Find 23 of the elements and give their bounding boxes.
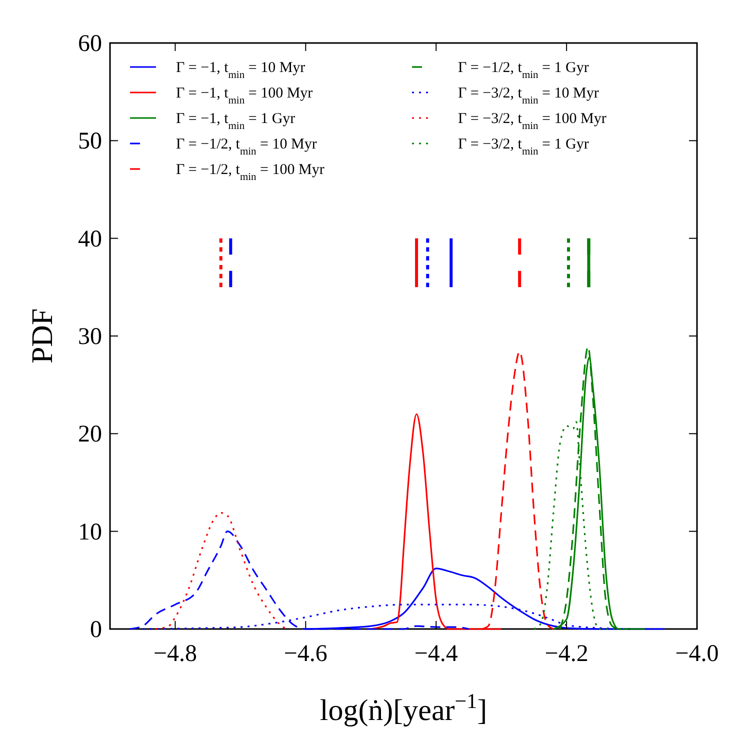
legend-label: Γ = −3/2, t$_{min}$ = 10 Myr (458, 86, 599, 106)
legend-label: Γ = −1, t$_{min}$ = 10 Myr (176, 60, 306, 80)
x-axis-title: log(ṅ)[year$^{−1}$] (320, 689, 488, 727)
y-tick-label: 40 (78, 226, 102, 252)
y-tick-label: 50 (78, 128, 102, 155)
y-tick-label: 10 (78, 519, 102, 546)
legend-label: Γ = −3/2, t$_{min}$ = 1 Gyr (458, 136, 589, 157)
y-axis-title: PDF (26, 308, 59, 364)
legend-label: Γ = −1/2, t$_{min}$ = 100 Myr (176, 162, 324, 182)
x-tick-label: −4.6 (284, 641, 328, 667)
x-tick-label: −4.8 (153, 641, 197, 667)
y-tick-label: 20 (78, 422, 102, 448)
legend-label: Γ = −1/2, t$_{min}$ = 1 Gyr (458, 60, 589, 80)
legend-label: Γ = −3/2, t$_{min}$ = 100 Myr (458, 111, 606, 132)
y-tick-label: 30 (78, 324, 102, 350)
y-tick-label: 60 (78, 31, 102, 57)
y-tick-label: 0 (90, 617, 102, 643)
x-tick-label: −4.4 (414, 641, 458, 667)
x-tick-label: −4.0 (675, 641, 719, 667)
legend-label: Γ = −1/2, t$_{min}$ = 10 Myr (176, 136, 317, 157)
x-tick-label: −4.2 (544, 641, 588, 667)
legend-label: Γ = −1, t$_{min}$ = 100 Myr (176, 86, 313, 106)
legend-label: Γ = −1, t$_{min}$ = 1 Gyr (176, 111, 296, 132)
